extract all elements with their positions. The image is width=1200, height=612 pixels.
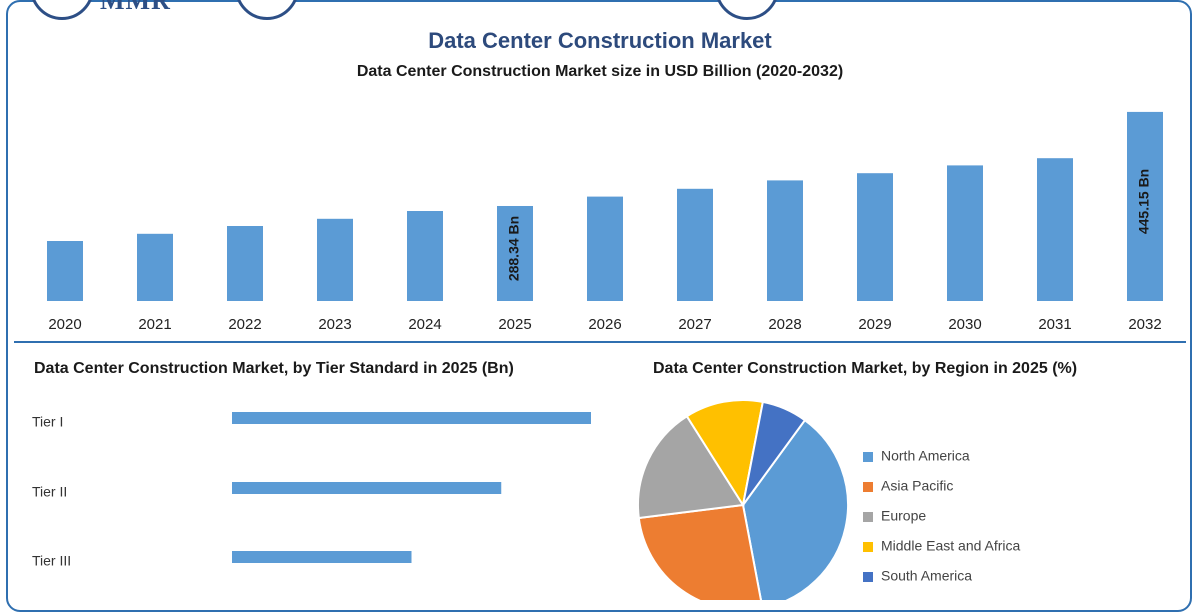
bar-2023	[317, 218, 353, 301]
x-tick-2022: 2022	[228, 316, 261, 333]
x-tick-2023: 2023	[318, 316, 351, 333]
pie-slice-south-america	[742, 400, 807, 506]
tier-standard-bar-chart: Tier I Tier II Tier III	[32, 412, 591, 569]
pie-slice-middle-east-and-africa	[685, 399, 765, 508]
x-tick-2025: 2025	[498, 316, 531, 333]
tier-bar-tier-i	[232, 412, 591, 424]
x-tick-2024: 2024	[408, 316, 441, 333]
bar-2024	[407, 211, 443, 301]
section-divider	[14, 341, 1186, 343]
tier-label-tier-ii: Tier II	[32, 484, 67, 500]
x-tick-2026: 2026	[588, 316, 621, 333]
pie-slice-europe	[637, 414, 745, 520]
legend-swatch-middle-east-and-africa	[863, 542, 873, 552]
bar-2031	[1037, 158, 1073, 301]
legend-swatch-south-america	[863, 572, 873, 582]
bar-2030	[947, 165, 983, 301]
pie-slice-asia-pacific	[637, 503, 762, 600]
pie-slice-north-america	[741, 418, 849, 600]
bar-2021	[137, 233, 173, 301]
data-label-2025: 288.34 Bn	[506, 216, 522, 281]
tier-bar-tier-ii	[232, 482, 502, 494]
bar-2026	[587, 196, 623, 301]
data-label-2032: 445.15 Bn	[1136, 169, 1152, 234]
x-tick-2027: 2027	[678, 316, 711, 333]
page-subtitle: Data Center Construction Market size in …	[356, 63, 844, 80]
legend-label-asia-pacific: Asia Pacific	[881, 478, 953, 494]
tier-bar-tier-iii	[232, 551, 412, 563]
legend-label-europe: Europe	[881, 508, 926, 524]
bar-2022	[227, 226, 263, 301]
x-tick-2021: 2021	[138, 316, 171, 333]
legend-swatch-europe	[863, 512, 873, 522]
bar-2027	[677, 188, 713, 301]
market-size-bar-chart: 2020 2021 2022 2023 2024 2025 288.34 Bn 2026 202…	[47, 111, 1163, 333]
tier-label-tier-i: Tier I	[32, 414, 63, 430]
x-tick-2020: 2020	[48, 316, 81, 333]
brand-logo: MMR	[100, 0, 171, 15]
x-tick-2031: 2031	[1038, 316, 1071, 333]
legend-label-north-america: North America	[881, 448, 970, 464]
x-tick-2030: 2030	[948, 316, 981, 333]
tier-label-tier-iii: Tier III	[32, 553, 71, 569]
tier-chart-title: Data Center Construction Market, by Tier…	[34, 360, 514, 377]
legend-swatch-asia-pacific	[863, 482, 873, 492]
bar-2028	[767, 180, 803, 301]
page-title: Data Center Construction Market	[428, 28, 772, 53]
region-chart-title: Data Center Construction Market, by Regi…	[653, 360, 1078, 377]
bar-2029	[857, 173, 893, 301]
legend-label-south-america: South America	[881, 568, 972, 584]
bar-2025	[497, 205, 533, 301]
region-pie-chart: North America Asia Pacific Europe Middle Ea…	[637, 399, 1021, 600]
x-tick-2028: 2028	[768, 316, 801, 333]
x-tick-2032: 2032	[1128, 316, 1161, 333]
x-tick-2029: 2029	[858, 316, 891, 333]
bar-2020	[47, 241, 83, 301]
legend-label-middle-east-and-africa: Middle East and Africa	[881, 538, 1021, 554]
bar-2032	[1127, 111, 1163, 301]
legend-swatch-north-america	[863, 452, 873, 462]
